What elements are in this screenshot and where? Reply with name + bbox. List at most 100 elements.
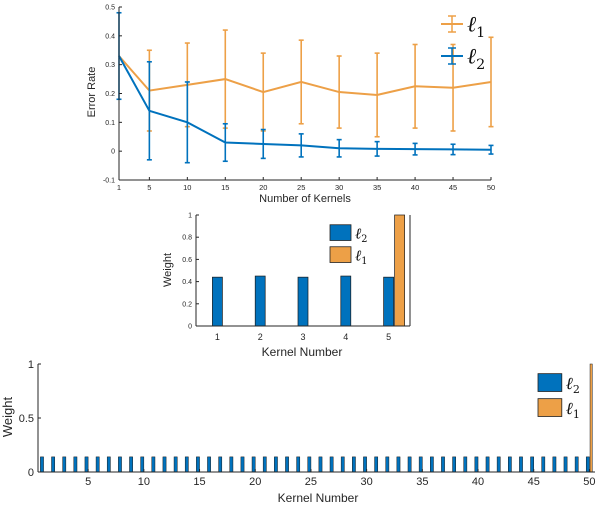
bar-l2 (62, 456, 67, 473)
y-tick-label: -0.1 (103, 178, 115, 185)
bar-l2 (51, 456, 55, 473)
legend-swatch-l2 (537, 373, 563, 392)
bar-l2 (385, 456, 390, 473)
bar-l2 (254, 275, 266, 327)
bar-l2 (151, 456, 156, 473)
x-tick-label: 15 (221, 183, 229, 192)
legend-entry-l2: ℓ2 (537, 373, 580, 396)
bar-l2 (95, 456, 100, 473)
bar-l2 (541, 456, 546, 473)
x-tick-label: 35 (416, 476, 428, 488)
bar-l2 (229, 456, 234, 473)
x-tick-label: 20 (249, 476, 261, 488)
y-tick-label: 0.2 (182, 301, 192, 308)
y-tick-label: 0 (28, 467, 34, 479)
bar-l2 (552, 456, 557, 473)
bar-l2 (340, 275, 352, 327)
legend-entry-l1: ℓ1 (329, 246, 367, 267)
y-tick-label: 0.5 (105, 5, 115, 12)
x-tick-label: 10 (183, 183, 191, 192)
bar-l2 (318, 456, 323, 473)
legend-label-l1: ℓ1 (566, 399, 580, 421)
legend-swatch-l1 (329, 246, 352, 263)
x-axis-label: Number of Kernels (259, 193, 351, 205)
x-tick-label: 5 (85, 476, 91, 488)
x-tick-label: 30 (361, 476, 373, 488)
weights-50-kernels-chart: 5 10 15 20 25 30 35 40 45 50 0 0.5 1 Kernel Number W… (0, 359, 596, 505)
bar-l2 (297, 276, 309, 327)
x-tick-label: 10 (138, 476, 150, 488)
bar-l2 (485, 456, 490, 473)
x-tick-label: 5 (386, 332, 391, 342)
bar-l2 (212, 276, 223, 327)
bar-l2 (383, 276, 394, 327)
bar-l2 (329, 456, 334, 473)
bar-l2 (496, 456, 501, 473)
bar-l2 (73, 456, 78, 473)
x-tick-label: 40 (411, 183, 419, 192)
legend-label-l1: ℓ1 (355, 246, 367, 267)
x-tick-label: 20 (259, 183, 267, 192)
y-tick-label: 0.6 (182, 257, 192, 264)
bar-l2 (173, 456, 178, 473)
y-axis-label: Weight (162, 253, 174, 287)
bar-l2 (207, 456, 211, 473)
bar-l2 (129, 456, 133, 473)
legend-swatch-l1 (537, 398, 563, 417)
x-tick-label: 35 (373, 183, 381, 192)
x-tick-label: 3 (300, 332, 305, 342)
legend-entry-l2: ℓ2 (441, 45, 485, 73)
bar-l2 (563, 456, 568, 473)
x-tick-label: 1 (117, 183, 121, 192)
bar-l2 (240, 456, 245, 473)
x-tick-label: 50 (487, 183, 495, 192)
y-tick-label: 0.2 (105, 91, 115, 98)
weights-5-kernels-chart: 1 2 3 4 5 0 0.2 0.4 0.6 0.8 1 Kernel Number Weight… (162, 213, 411, 359)
bar-l1 (394, 214, 405, 327)
y-tick-label: 0 (188, 324, 192, 331)
bar-l2 (162, 456, 167, 473)
x-tick-label: 1 (215, 332, 220, 342)
y-tick-label: 1 (188, 213, 192, 220)
bar-l2 (430, 456, 434, 473)
y-tick-label: 0.4 (105, 33, 115, 40)
x-axis-label: Kernel Number (262, 345, 343, 359)
y-tick-label: 0 (111, 149, 115, 156)
y-tick-label: 0.3 (105, 62, 115, 69)
bar-l2 (452, 456, 456, 473)
legend-label-l2: ℓ2 (355, 224, 367, 245)
x-tick-label: 30 (335, 183, 343, 192)
bar-l2 (184, 456, 189, 473)
x-tick-label: 2 (258, 332, 263, 342)
legend-entry-l1: ℓ1 (537, 398, 580, 421)
legend-label-l2: ℓ2 (467, 45, 485, 73)
y-axis-label: Error Rate (86, 67, 98, 118)
plot-area (119, 7, 491, 180)
y-tick-label: 0.4 (182, 279, 192, 286)
bar-l2 (374, 456, 379, 473)
bar-l2 (218, 456, 223, 473)
y-tick-label: 0.1 (105, 120, 115, 127)
y-axis-label: Weight (0, 397, 15, 438)
y-tick-label: 0.8 (182, 235, 192, 242)
bar-l2 (340, 456, 345, 473)
legend-label-l1: ℓ1 (467, 13, 485, 42)
bar-l2 (574, 456, 579, 473)
series-line-l1 (118, 55, 492, 96)
x-tick-label: 45 (449, 183, 457, 192)
series-line-l2 (118, 55, 492, 151)
x-tick-label: 15 (193, 476, 205, 488)
y-tick-label: 0.5 (19, 413, 34, 425)
legend-swatch-l2 (329, 224, 352, 241)
x-tick-label: 50 (583, 476, 595, 488)
bar-l2 (463, 456, 468, 473)
x-axis-label: Kernel Number (278, 491, 359, 505)
bar-l2 (352, 456, 356, 473)
bar-l2 (40, 456, 44, 473)
bar-l2 (508, 456, 512, 473)
x-tick-label: 5 (147, 183, 151, 192)
bar-l1 (589, 363, 593, 473)
